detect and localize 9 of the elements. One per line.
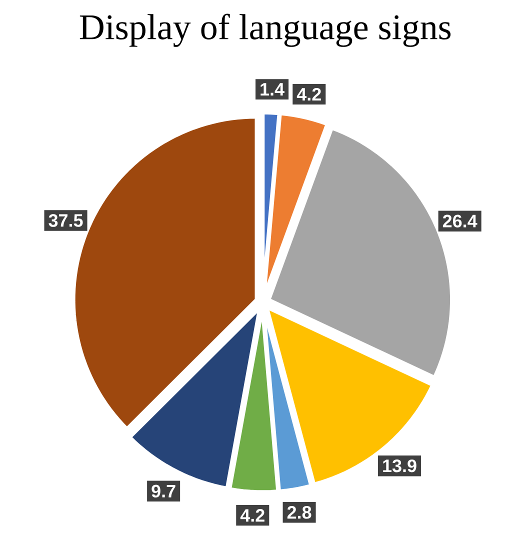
data-label: 2.8 [287, 506, 312, 519]
data-label: 4.2 [296, 88, 321, 101]
data-label: 26.4 [442, 214, 478, 228]
data-label: 13.9 [383, 459, 416, 472]
data-label: 9.7 [152, 484, 176, 498]
chart-title: Display of language signs [80, 14, 451, 47]
data-label: 4.2 [240, 509, 264, 522]
data-label: 1.4 [260, 83, 284, 96]
data-label: 37.5 [48, 214, 83, 227]
